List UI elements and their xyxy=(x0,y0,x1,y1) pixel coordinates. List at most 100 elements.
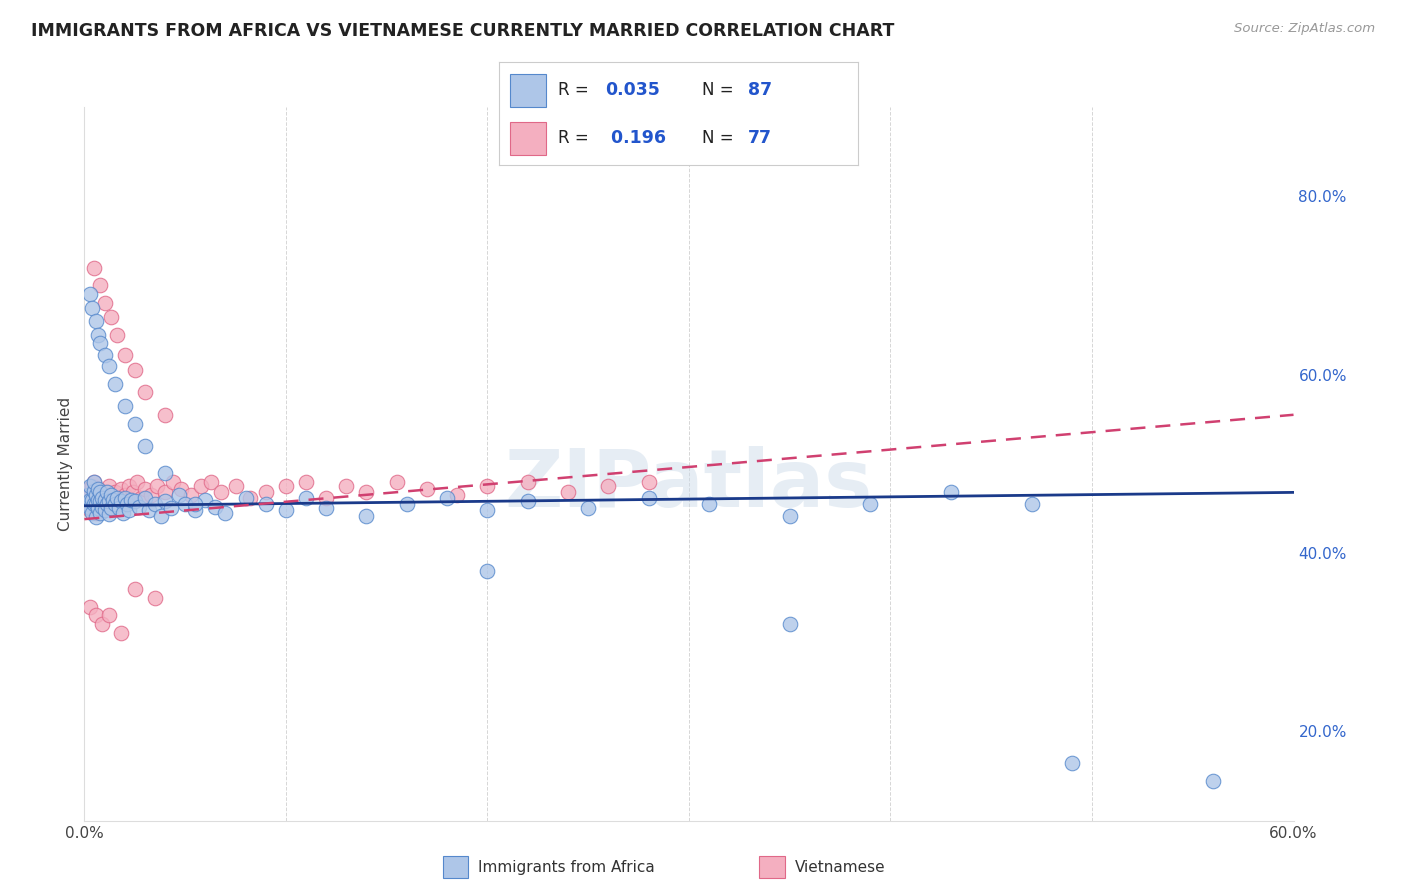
Point xyxy=(89,485,111,500)
Y-axis label: Currently Married: Currently Married xyxy=(58,397,73,531)
Point xyxy=(107,497,129,511)
Point xyxy=(184,497,207,511)
Point xyxy=(79,503,101,517)
Text: 0.035: 0.035 xyxy=(605,81,659,99)
Point xyxy=(93,296,115,310)
Point xyxy=(134,385,156,400)
Text: IMMIGRANTS FROM AFRICA VS VIETNAMESE CURRENTLY MARRIED CORRELATION CHART: IMMIGRANTS FROM AFRICA VS VIETNAMESE CUR… xyxy=(31,22,894,40)
Point xyxy=(111,506,134,520)
Point xyxy=(100,310,122,324)
Point xyxy=(235,491,257,505)
Text: Vietnamese: Vietnamese xyxy=(794,860,884,874)
Point xyxy=(111,491,134,505)
Point xyxy=(446,488,468,502)
Point xyxy=(114,491,136,505)
Point xyxy=(118,479,141,493)
Point xyxy=(153,408,176,422)
Point xyxy=(143,497,166,511)
Point xyxy=(93,491,115,505)
Bar xyxy=(510,74,546,106)
Point xyxy=(93,501,115,516)
Point xyxy=(162,475,184,489)
Point xyxy=(274,503,297,517)
Point xyxy=(79,479,101,493)
Point xyxy=(124,582,146,596)
Point xyxy=(107,501,129,516)
Point xyxy=(315,491,337,505)
Point xyxy=(274,479,297,493)
Point xyxy=(139,488,162,502)
Point xyxy=(87,327,110,342)
Point xyxy=(120,492,142,507)
Point xyxy=(1202,773,1225,788)
Point xyxy=(77,491,100,505)
Point xyxy=(89,503,111,517)
Point xyxy=(93,348,115,362)
Point xyxy=(86,488,108,502)
Point xyxy=(104,376,127,391)
Point xyxy=(83,485,105,500)
Point xyxy=(91,483,114,498)
Point xyxy=(83,497,105,511)
Point xyxy=(576,501,599,516)
Point xyxy=(105,327,128,342)
Point xyxy=(204,500,226,514)
Point xyxy=(200,475,222,489)
Point xyxy=(190,479,212,493)
Point xyxy=(637,491,659,505)
Bar xyxy=(510,122,546,155)
Point xyxy=(89,336,111,351)
Point xyxy=(91,491,114,505)
Point xyxy=(100,488,122,502)
Point xyxy=(86,497,108,511)
Point xyxy=(637,475,659,489)
Point xyxy=(114,348,136,362)
Point xyxy=(180,488,202,502)
Point xyxy=(153,485,176,500)
Point xyxy=(149,508,172,523)
Point xyxy=(134,491,156,505)
Point xyxy=(239,491,262,505)
Point xyxy=(295,491,318,505)
Point xyxy=(86,491,108,505)
Point xyxy=(1060,756,1083,770)
Point xyxy=(100,501,122,516)
Text: 77: 77 xyxy=(748,129,772,147)
Point xyxy=(138,503,160,517)
Point xyxy=(79,501,101,516)
Point xyxy=(86,608,108,623)
Point xyxy=(225,479,247,493)
Point xyxy=(79,599,101,614)
Point xyxy=(86,314,108,328)
Point xyxy=(97,497,120,511)
Point xyxy=(110,494,132,508)
Point xyxy=(121,485,143,500)
Point xyxy=(134,482,156,496)
Point xyxy=(86,506,108,520)
Point xyxy=(859,497,882,511)
Point xyxy=(79,287,101,301)
Point xyxy=(93,503,115,517)
Point xyxy=(82,506,104,520)
Point xyxy=(87,482,110,496)
Point xyxy=(87,501,110,516)
Point xyxy=(477,503,499,517)
Point xyxy=(115,497,138,511)
Point xyxy=(82,492,104,507)
Text: Source: ZipAtlas.com: Source: ZipAtlas.com xyxy=(1234,22,1375,36)
Point xyxy=(395,497,418,511)
Point xyxy=(93,492,115,507)
Point xyxy=(89,506,111,520)
Point xyxy=(124,494,146,508)
Point xyxy=(174,497,197,511)
Point xyxy=(82,492,104,507)
Point xyxy=(83,260,105,275)
Point xyxy=(87,494,110,508)
Point xyxy=(91,497,114,511)
Point xyxy=(385,475,408,489)
Point xyxy=(82,479,104,493)
Point xyxy=(77,482,100,496)
Point xyxy=(89,278,111,293)
Point xyxy=(143,591,166,605)
Point xyxy=(160,501,183,516)
